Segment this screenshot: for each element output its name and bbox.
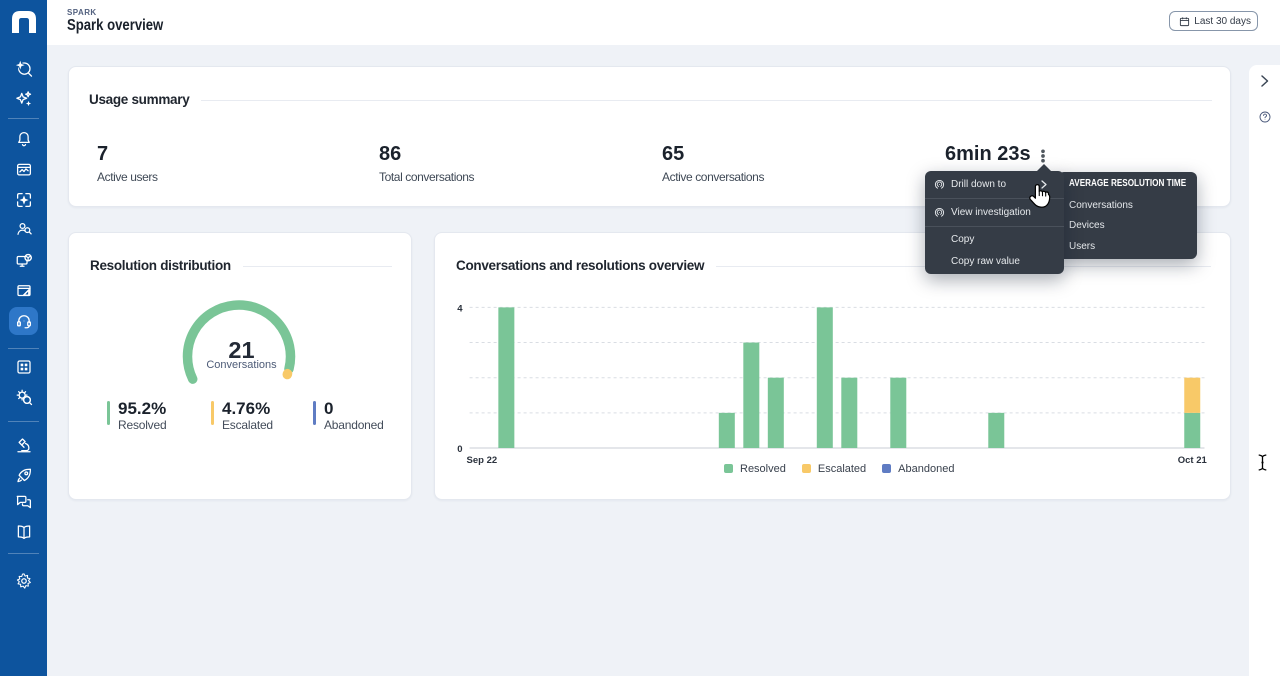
svg-text:Sep 22: Sep 22	[467, 455, 498, 466]
svg-text:4: 4	[457, 303, 463, 314]
svg-text:0: 0	[457, 444, 462, 455]
svg-text:Oct 21: Oct 21	[1178, 455, 1208, 466]
